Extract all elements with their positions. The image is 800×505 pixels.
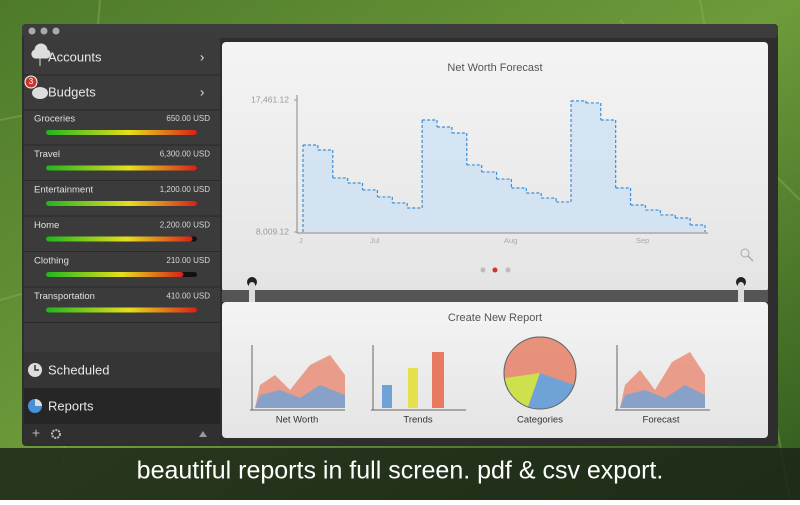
area-step [466, 164, 482, 232]
area-step [526, 193, 542, 232]
zoom-button[interactable] [52, 27, 60, 35]
report-thumbnail[interactable]: Forecast [615, 345, 710, 426]
report-label: Categories [517, 415, 563, 426]
forecast-chart: Net Worth Forecast 8,009.12 17,461.12 J Jul… [251, 62, 708, 245]
zoom-icon[interactable] [740, 248, 750, 258]
progress-bar [46, 272, 184, 277]
chevron: › [200, 84, 204, 99]
report-label: Net Worth [276, 415, 319, 426]
reports-row[interactable] [24, 388, 220, 424]
area-step [541, 198, 557, 232]
area-step [615, 187, 631, 232]
page-dot[interactable] [505, 267, 511, 273]
budget-name: Transportation [34, 291, 95, 302]
area-step [571, 100, 587, 232]
progress-bar [46, 236, 193, 242]
budget-amount: 6,300.00 USD [160, 150, 210, 159]
binder [222, 290, 768, 302]
budget-amount: 1,200.00 USD [160, 185, 210, 194]
progress-bar [46, 130, 197, 135]
page-dot-active[interactable] [492, 267, 498, 273]
reports-label: Reports [48, 398, 94, 413]
add-button[interactable]: + [32, 425, 40, 441]
area-step [377, 196, 393, 232]
scheduled-row[interactable] [24, 352, 220, 388]
caption: beautiful reports in full screen. pdf & … [137, 457, 664, 485]
y-tick-label: 8,009.12 [256, 226, 289, 236]
chart-title: Net Worth Forecast [447, 62, 542, 74]
area-step [392, 202, 408, 232]
budget-name: Home [34, 220, 59, 231]
area-step [645, 210, 661, 232]
x-tick-label: J [299, 236, 303, 245]
report-thumbnail[interactable]: Categories [503, 336, 577, 426]
budget-amount: 210.00 USD [166, 256, 210, 265]
budgets-row[interactable]: 3 Budgets › [24, 75, 220, 111]
budget-name: Groceries [34, 114, 75, 125]
accounts-icon [31, 43, 51, 66]
budgets-label: Budgets [48, 84, 96, 99]
budget-amount: 2,200.00 USD [160, 221, 210, 230]
area-step [317, 150, 334, 232]
collapse-button[interactable] [199, 431, 207, 437]
area-step [481, 171, 497, 232]
budget-list: Groceries 650.00 USD Travel 6,300.00 USD Ent… [24, 114, 220, 323]
scheduled-label: Scheduled [48, 362, 109, 377]
budget-amount: 410.00 USD [166, 292, 210, 301]
report-label: Forecast [643, 415, 680, 426]
accounts-row[interactable]: Accounts › [24, 43, 220, 76]
area-step [422, 119, 438, 232]
title-bar [22, 24, 778, 38]
budget-name: Entertainment [34, 185, 94, 196]
budget-name: Travel [34, 149, 60, 160]
reports-icon-slice [35, 399, 42, 406]
area-step [600, 119, 616, 232]
area-step [630, 205, 646, 232]
x-tick-label: Sep [636, 236, 649, 245]
report-thumbnail[interactable]: Net Worth [250, 345, 345, 426]
page-dot[interactable] [480, 267, 486, 273]
create-report-title: Create New Report [448, 312, 542, 324]
chevron: › [200, 49, 204, 64]
area-step [556, 201, 572, 232]
badge [24, 75, 38, 89]
zoom-handle [747, 255, 754, 262]
area-step [303, 144, 319, 232]
y-tick-label: 17,461.12 [251, 94, 289, 104]
report-thumbnail[interactable]: Trends [371, 345, 466, 426]
caption-band [0, 448, 800, 500]
accounts-label: Accounts [48, 49, 102, 64]
area-step [347, 182, 363, 232]
area-step [660, 214, 676, 232]
report-label: Trends [403, 415, 432, 426]
area-step [437, 126, 453, 232]
area-step [496, 179, 512, 232]
area-step [585, 102, 602, 232]
area-step [362, 189, 378, 232]
sidebar-toolbar [24, 424, 220, 444]
progress-bar [46, 307, 197, 313]
x-tick-label: Jul [370, 236, 380, 245]
area-step [690, 225, 706, 232]
area-step [451, 132, 468, 232]
progress-bar [46, 201, 197, 206]
minimize-button[interactable] [40, 27, 48, 35]
x-tick-label: Aug [504, 236, 517, 245]
area-step [511, 187, 527, 232]
progress-bar [46, 165, 197, 171]
badge-count: 3 [29, 77, 34, 86]
area-step [407, 207, 423, 232]
area-step [332, 177, 348, 232]
area-step [675, 218, 691, 232]
budget-name: Clothing [34, 256, 69, 267]
budget-amount: 650.00 USD [166, 114, 210, 123]
close-button[interactable] [28, 27, 36, 35]
budgets-icon [32, 87, 48, 99]
settings-button[interactable] [51, 429, 61, 439]
clock-hands [34, 365, 39, 371]
